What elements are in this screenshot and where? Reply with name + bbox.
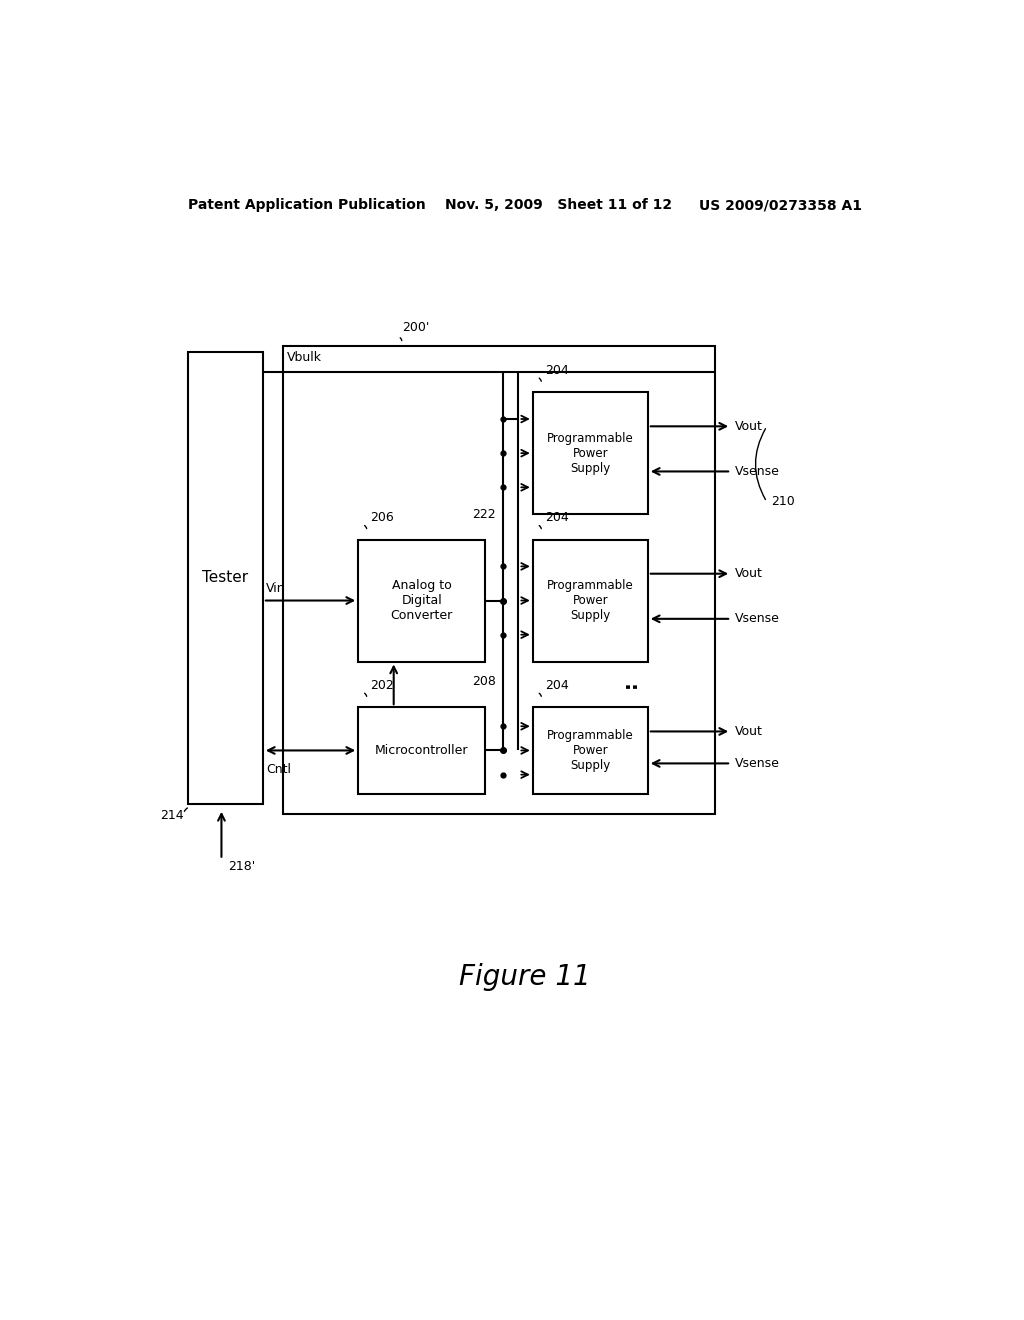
Text: 222: 222 <box>473 508 497 520</box>
Text: Vsense: Vsense <box>735 756 780 770</box>
Text: Vout: Vout <box>735 568 763 581</box>
Text: 206: 206 <box>370 511 394 524</box>
Text: Nov. 5, 2009   Sheet 11 of 12: Nov. 5, 2009 Sheet 11 of 12 <box>445 198 673 213</box>
Text: US 2009/0273358 A1: US 2009/0273358 A1 <box>699 198 862 213</box>
Text: Analog to
Digital
Converter: Analog to Digital Converter <box>390 579 453 622</box>
Text: Programmable
Power
Supply: Programmable Power Supply <box>547 432 634 475</box>
Text: Programmable
Power
Supply: Programmable Power Supply <box>547 729 634 772</box>
Text: 204: 204 <box>545 364 568 378</box>
Text: 204: 204 <box>545 678 568 692</box>
Text: Vsense: Vsense <box>735 612 780 626</box>
Text: 210: 210 <box>771 495 795 508</box>
Bar <box>358 540 485 661</box>
Text: Patent Application Publication: Patent Application Publication <box>187 198 425 213</box>
Bar <box>187 351 263 804</box>
Text: Vin: Vin <box>266 582 286 595</box>
Bar <box>358 708 485 793</box>
Bar <box>532 540 648 661</box>
Bar <box>283 346 715 814</box>
Text: Figure 11: Figure 11 <box>459 962 591 990</box>
Text: :: : <box>621 681 639 688</box>
Text: Tester: Tester <box>202 570 248 585</box>
Text: 202: 202 <box>370 678 394 692</box>
Text: 208: 208 <box>472 676 497 688</box>
Text: 200': 200' <box>401 321 429 334</box>
Text: Vsense: Vsense <box>735 465 780 478</box>
Text: Microcontroller: Microcontroller <box>375 744 468 756</box>
Text: Programmable
Power
Supply: Programmable Power Supply <box>547 579 634 622</box>
Text: Vout: Vout <box>735 420 763 433</box>
Text: Vbulk: Vbulk <box>287 351 322 364</box>
Text: 214: 214 <box>160 809 183 822</box>
Bar <box>532 392 648 515</box>
Bar <box>532 708 648 793</box>
Text: 218': 218' <box>227 859 255 873</box>
Text: Cntl: Cntl <box>266 763 291 776</box>
Text: 204: 204 <box>545 511 568 524</box>
Text: Vout: Vout <box>735 725 763 738</box>
